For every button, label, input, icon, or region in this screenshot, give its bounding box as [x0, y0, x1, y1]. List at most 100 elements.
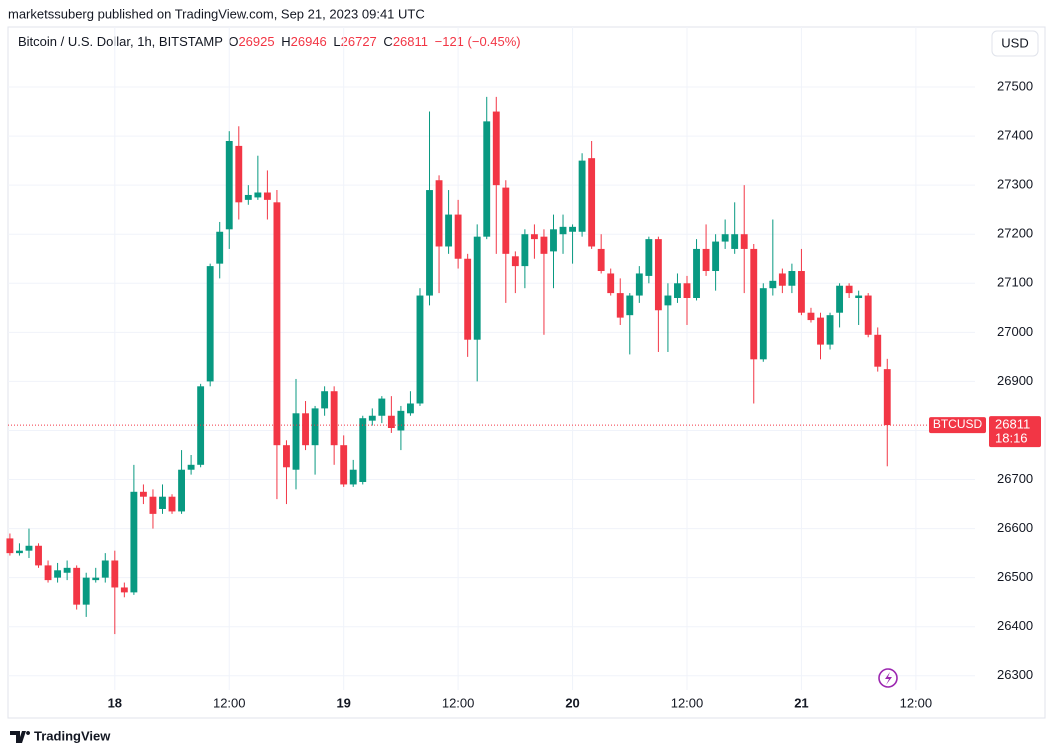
x-tick-label: 12:00 [900, 695, 933, 710]
event-icon[interactable] [878, 668, 898, 688]
event-bolt [885, 672, 892, 685]
candle-body [6, 538, 14, 554]
candle-body [178, 469, 185, 512]
candle-body [445, 214, 453, 247]
candle-body [645, 239, 653, 276]
candle-body [569, 226, 576, 232]
candle-body [149, 496, 157, 514]
symbol-tag-label: BTCUSD [933, 417, 983, 431]
publish-line: marketssuberg published on TradingView.c… [8, 6, 425, 21]
price-tag-label: 26811 [995, 417, 1030, 432]
candle-body [559, 226, 567, 235]
candle-body [502, 187, 510, 254]
candle-body [349, 469, 357, 485]
candle-body [492, 111, 500, 186]
candle-body [864, 295, 872, 335]
candle-body [130, 491, 138, 593]
candle-body [225, 140, 233, 230]
candle-body [187, 464, 195, 470]
ohlc-value: 26925 [238, 34, 274, 49]
y-tick-label: 27100 [997, 275, 1033, 290]
ohlc-value: 26811 [393, 34, 428, 49]
candle-body [817, 317, 824, 345]
logo [10, 731, 31, 743]
candle-body [111, 560, 119, 588]
candle-body [712, 241, 720, 272]
candle-body [273, 202, 281, 446]
countdown-label: 18:16 [995, 431, 1028, 446]
symbol-title: Bitcoin / U.S. Dollar, 1h, BITSTAMP [18, 34, 223, 49]
candle-body [721, 234, 729, 242]
candle-body [473, 236, 481, 340]
candle-body [44, 565, 52, 581]
candle-body [25, 545, 33, 551]
currency-label: USD [1001, 35, 1028, 50]
candle-body [159, 496, 166, 509]
candle-body [235, 145, 243, 203]
candle-body [73, 567, 81, 605]
ohlc-value: 26727 [341, 34, 377, 49]
candle-body [616, 293, 624, 318]
candle-body [254, 192, 262, 198]
candle-body [426, 190, 433, 296]
candle-body [550, 229, 557, 252]
candle-body [330, 391, 338, 446]
candle-body [693, 248, 700, 298]
x-tick-label: 18 [108, 695, 122, 710]
y-tick-label: 27000 [997, 324, 1033, 339]
candle-body [292, 413, 300, 470]
y-tick-label: 26500 [997, 569, 1033, 584]
candle-body [359, 418, 367, 482]
candle-body [597, 248, 605, 272]
x-tick-label: 12:00 [213, 695, 246, 710]
candle-body [588, 158, 596, 247]
ohlc-label: C [383, 34, 392, 49]
plot: 2630026400265002660026700268002690027000… [6, 27, 1041, 710]
y-tick-label: 26600 [997, 520, 1033, 535]
y-tick-label: 26700 [997, 471, 1033, 486]
candle-body [387, 415, 395, 429]
candle-body [702, 248, 710, 272]
candle-body [883, 369, 891, 426]
candle-body [82, 577, 90, 605]
candle-body [378, 398, 386, 416]
ohlc-value: 26946 [291, 34, 327, 49]
candle-body [168, 496, 176, 512]
x-tick-label: 19 [336, 695, 350, 710]
candle-body [845, 285, 853, 294]
candle-body [321, 391, 329, 409]
currency-button[interactable] [991, 30, 1039, 57]
y-tick-label: 27500 [997, 78, 1033, 93]
price-tag [989, 416, 1041, 448]
candle-body [664, 295, 672, 306]
candle-body [778, 273, 786, 286]
candle-body [731, 234, 739, 249]
candle-body [626, 295, 634, 316]
y-tick-label: 27400 [997, 128, 1033, 143]
candle-body [540, 236, 548, 254]
candle-body [244, 194, 252, 200]
candle-body [521, 234, 529, 267]
y-tick-label: 27200 [997, 226, 1033, 241]
candle-body [63, 567, 71, 573]
candle-body [683, 283, 691, 298]
chart-frame [7, 26, 1046, 719]
candle-body [368, 415, 376, 421]
candle-body [16, 550, 23, 554]
candle-body [35, 545, 42, 566]
candle-body [874, 334, 882, 367]
candle-body [759, 288, 767, 360]
candle-body [607, 273, 615, 294]
candle-body [674, 283, 681, 298]
y-tick-label: 26900 [997, 373, 1033, 388]
candle-body [750, 248, 758, 360]
candle-body [311, 408, 319, 446]
candle-body [101, 560, 109, 578]
candle-body [654, 239, 662, 311]
x-tick-label: 12:00 [442, 695, 475, 710]
candle-body [807, 312, 815, 321]
footer-brand: TradingView [34, 728, 111, 743]
candle-body [340, 445, 348, 485]
ohlc-label: L [333, 34, 340, 49]
